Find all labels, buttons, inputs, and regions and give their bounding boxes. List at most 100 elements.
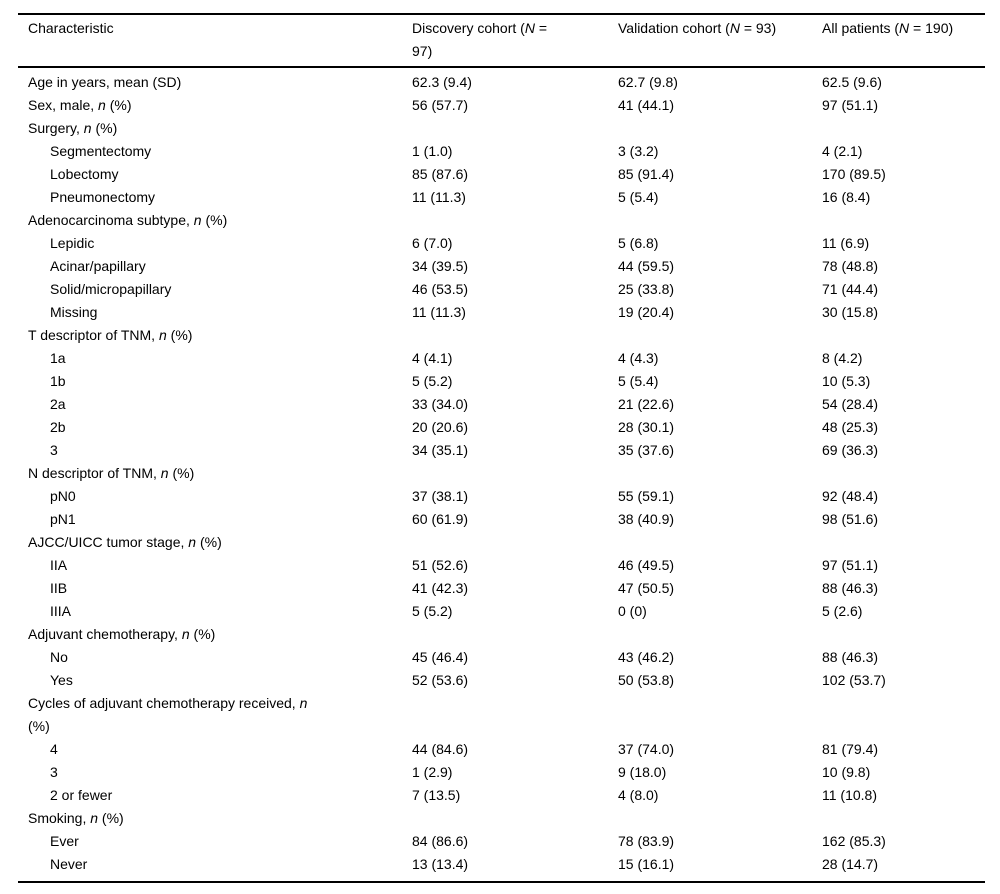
table-row: Surgery, n (%) — [18, 117, 985, 140]
row-value: 62.7 (9.8) — [618, 74, 678, 90]
row-value: 11 (11.3) — [412, 304, 466, 320]
row-label: 2a — [50, 396, 66, 412]
row-label: N descriptor of TNM, n (%) — [28, 465, 195, 481]
table-row: No 45 (46.4) 43 (46.2) 88 (46.3) — [18, 646, 985, 669]
row-label: AJCC/UICC tumor stage, n (%) — [28, 534, 222, 550]
row-value: 5 (5.2) — [412, 603, 453, 619]
row-label: 2b — [50, 419, 66, 435]
row-value: 62.5 (9.6) — [822, 74, 882, 90]
row-label: 3 — [50, 764, 58, 780]
row-label: Sex, male, n (%) — [28, 97, 132, 113]
row-value — [822, 209, 985, 232]
row-label: Pneumonectomy — [50, 189, 156, 205]
row-value: 48 (25.3) — [822, 419, 879, 435]
row-value: 162 (85.3) — [822, 833, 886, 849]
row-label: No — [50, 649, 68, 665]
row-value — [618, 531, 822, 554]
row-label: 4 — [50, 741, 58, 757]
row-label: pN1 — [50, 511, 76, 527]
row-value: 69 (36.3) — [822, 442, 879, 458]
row-value: 78 (48.8) — [822, 258, 879, 274]
row-label: IIB — [50, 580, 68, 596]
column-header: Characteristic — [18, 14, 412, 68]
row-value: 6 (7.0) — [412, 235, 453, 251]
patient-characteristics-table: Characteristic Discovery cohort (N = 97) V… — [18, 13, 985, 883]
row-value: 60 (61.9) — [412, 511, 469, 527]
table-row: Pneumonectomy 11 (11.3) 5 (5.4) 16 (8.4) — [18, 186, 985, 209]
table-row: IIB 41 (42.3) 47 (50.5) 88 (46.3) — [18, 577, 985, 600]
row-value: 11 (6.9) — [822, 235, 870, 251]
row-value: 85 (91.4) — [618, 166, 675, 182]
row-value: 5 (5.2) — [412, 373, 453, 389]
row-value: 81 (79.4) — [822, 741, 879, 757]
row-value: 47 (50.5) — [618, 580, 675, 596]
row-label: IIA — [50, 557, 68, 573]
row-value — [822, 623, 985, 646]
row-label: Age in years, mean (SD) — [28, 74, 182, 90]
row-value: 16 (8.4) — [822, 189, 871, 205]
row-value: 4 (8.0) — [618, 787, 659, 803]
row-label: Lepidic — [50, 235, 95, 251]
row-label: Smoking, n (%) — [28, 810, 124, 826]
row-label: pN0 — [50, 488, 76, 504]
row-value: 97 (51.1) — [822, 97, 879, 113]
row-value: 38 (40.9) — [618, 511, 675, 527]
row-value: 44 (84.6) — [412, 741, 469, 757]
row-value: 5 (5.4) — [618, 373, 659, 389]
row-value: 8 (4.2) — [822, 350, 863, 366]
row-value: 62.3 (9.4) — [412, 74, 472, 90]
row-value: 5 (2.6) — [822, 603, 863, 619]
row-value: 1 (2.9) — [412, 764, 453, 780]
row-label: Adenocarcinoma subtype, n (%) — [28, 212, 228, 228]
table-row: pN1 60 (61.9) 38 (40.9) 98 (51.6) — [18, 508, 985, 531]
row-value — [822, 324, 985, 347]
row-value: 84 (86.6) — [412, 833, 469, 849]
row-value: 85 (87.6) — [412, 166, 469, 182]
row-value: 30 (15.8) — [822, 304, 879, 320]
row-value: 50 (53.8) — [618, 672, 675, 688]
row-value: 97 (51.1) — [822, 557, 879, 573]
row-value: 10 (9.8) — [822, 764, 871, 780]
row-value: 11 (10.8) — [822, 787, 877, 803]
row-value — [618, 807, 822, 830]
row-value — [822, 117, 985, 140]
row-label: Segmentectomy — [50, 143, 152, 159]
row-value — [618, 462, 822, 485]
row-label: Acinar/papillary — [50, 258, 146, 274]
row-value: 56 (57.7) — [412, 97, 469, 113]
table-row: Cycles of adjuvant chemotherapy received… — [18, 692, 985, 738]
document-page: Characteristic Discovery cohort (N = 97) V… — [18, 13, 985, 883]
row-label: Never — [50, 856, 88, 872]
table-row: 4 44 (84.6) 37 (74.0) 81 (79.4) — [18, 738, 985, 761]
table-row: 2 or fewer 7 (13.5) 4 (8.0) 11 (10.8) — [18, 784, 985, 807]
row-value: 0 (0) — [618, 603, 647, 619]
row-value: 92 (48.4) — [822, 488, 879, 504]
row-label: 2 or fewer — [50, 787, 113, 803]
table-row: Missing 11 (11.3) 19 (20.4) 30 (15.8) — [18, 301, 985, 324]
table-row: IIIA 5 (5.2) 0 (0) 5 (2.6) — [18, 600, 985, 623]
row-value: 13 (13.4) — [412, 856, 469, 872]
row-value — [412, 209, 618, 232]
row-value — [412, 807, 618, 830]
table-body: Age in years, mean (SD) 62.3 (9.4) 62.7 (9… — [18, 67, 985, 882]
row-value: 37 (38.1) — [412, 488, 469, 504]
row-value: 10 (5.3) — [822, 373, 871, 389]
table-row: Segmentectomy 1 (1.0) 3 (3.2) 4 (2.1) — [18, 140, 985, 163]
row-value: 5 (6.8) — [618, 235, 659, 251]
row-value: 51 (52.6) — [412, 557, 469, 573]
table-header-row: Characteristic Discovery cohort (N = 97) V… — [18, 14, 985, 68]
row-value: 15 (16.1) — [618, 856, 675, 872]
row-value: 33 (34.0) — [412, 396, 469, 412]
row-value: 28 (14.7) — [822, 856, 879, 872]
table-row: Solid/micropapillary 46 (53.5) 25 (33.8) 71… — [18, 278, 985, 301]
row-label: Yes — [50, 672, 73, 688]
table-row: Lobectomy 85 (87.6) 85 (91.4) 170 (89.5) — [18, 163, 985, 186]
row-value: 46 (53.5) — [412, 281, 469, 297]
table-row: Ever 84 (86.6) 78 (83.9) 162 (85.3) — [18, 830, 985, 853]
row-value: 4 (4.3) — [618, 350, 659, 366]
column-header: All patients (N = 190) — [822, 14, 985, 68]
row-value: 43 (46.2) — [618, 649, 675, 665]
table-row: 3 34 (35.1) 35 (37.6) 69 (36.3) — [18, 439, 985, 462]
row-value — [618, 692, 822, 738]
table-header: Characteristic Discovery cohort (N = 97) V… — [18, 14, 985, 68]
